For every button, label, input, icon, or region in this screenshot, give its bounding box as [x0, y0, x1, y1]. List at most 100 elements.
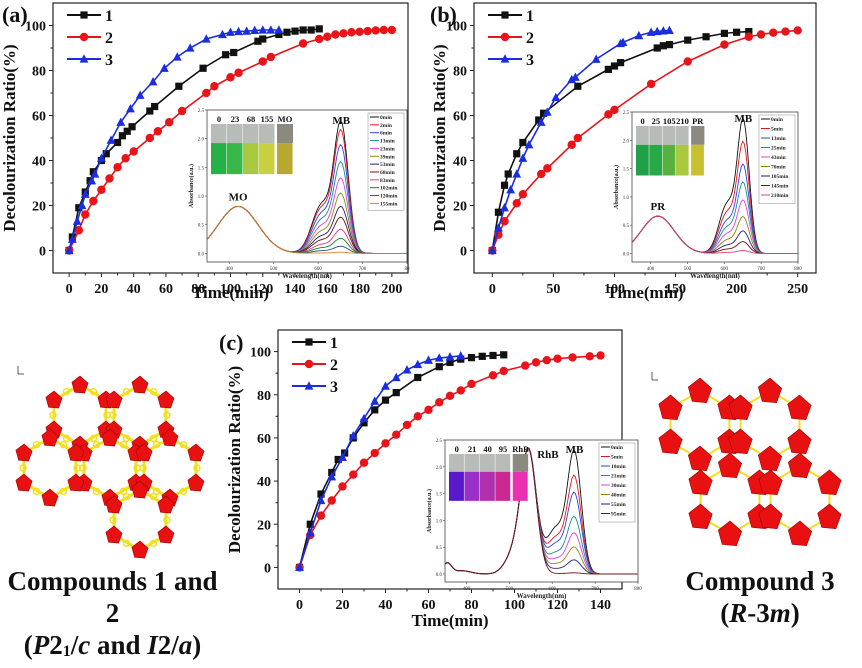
data-point [494, 223, 503, 232]
ligand-ring [122, 492, 131, 501]
panel-label: (b) [430, 2, 457, 27]
panel-label: (c) [219, 330, 243, 355]
data-point [652, 26, 662, 36]
inset-legend-label: 40min [611, 493, 626, 499]
y-tick-label: 80 [453, 65, 467, 80]
data-point [370, 396, 380, 405]
data-point [146, 107, 154, 115]
inset-legend-label: 0min [771, 117, 783, 123]
data-point [665, 41, 674, 49]
metal-polyhedron [105, 525, 123, 544]
inset-y-tick-label: 2.0 [436, 466, 443, 471]
vial-top [479, 454, 495, 472]
inset-x-tick-label: 700 [757, 267, 765, 272]
x-tick-label: 80 [465, 598, 479, 613]
legend-label: 2 [526, 30, 534, 47]
inset-y-tick-label: 2.0 [198, 138, 205, 143]
data-point [793, 26, 802, 35]
inset-x-tick-label: 400 [647, 267, 655, 272]
data-point [424, 355, 433, 364]
legend-entry-1: 1 [67, 8, 113, 25]
data-point [250, 25, 260, 35]
inset-legend-label: 13min [380, 139, 395, 145]
inset-y-tick-label: 0.0 [198, 252, 205, 257]
data-point [164, 118, 174, 127]
metal-polyhedron [161, 428, 179, 447]
x-tick-label: 80 [191, 282, 205, 297]
inset-y-tick-label: 2.5 [436, 439, 443, 444]
crystal-structure-compound-3 [651, 372, 842, 547]
data-point [567, 74, 577, 84]
data-point [445, 352, 455, 361]
data-point [370, 448, 379, 458]
vial-solution [675, 144, 689, 176]
x-tick-label: 20 [336, 598, 350, 613]
data-point [87, 175, 97, 185]
inset-x-axis-label: Wavelength(nm) [690, 272, 740, 280]
inset-x-tick-label: 800 [794, 267, 802, 272]
data-point [291, 27, 299, 35]
inset-legend-box [758, 114, 796, 204]
series-3 [487, 25, 674, 255]
data-point [135, 90, 145, 99]
vial-solution [259, 143, 275, 175]
data-point [542, 107, 552, 116]
metal-polyhedron [757, 445, 783, 472]
data-point [338, 452, 347, 461]
legend-label: 2 [105, 30, 113, 47]
vial-top [211, 124, 227, 144]
data-point [202, 88, 211, 98]
y-tick-label: 60 [257, 432, 271, 447]
inset-x-tick-label: 500 [506, 587, 514, 592]
ligand-ring [19, 464, 27, 472]
data-point [151, 102, 159, 111]
ligand-ring [149, 492, 158, 501]
metal-polyhedron [787, 520, 813, 547]
ligand-ring [163, 411, 171, 419]
inset-legend-box [367, 112, 405, 211]
data-point [363, 26, 372, 36]
data-point [512, 169, 522, 178]
legend-marker [305, 338, 313, 346]
data-point [226, 73, 235, 82]
data-point [434, 353, 444, 362]
caption-line2-spacegroup: (R-3m) [720, 598, 800, 628]
x-tick-label: 150 [665, 282, 686, 297]
inset-x-tick-label: 800 [634, 587, 642, 592]
legend-label: 3 [330, 379, 338, 396]
inset-x-tick-label: 600 [720, 267, 728, 272]
data-point [123, 127, 131, 135]
data-point [201, 34, 211, 43]
data-point [702, 33, 710, 41]
y-tick-label: 60 [453, 110, 467, 125]
y-tick-label: 100 [25, 20, 46, 35]
vial-top [259, 124, 275, 144]
ligand-ring [92, 440, 101, 449]
data-point [591, 54, 601, 63]
data-point [402, 420, 412, 430]
x-tick-label: 180 [349, 282, 370, 297]
series-3 [64, 25, 284, 255]
data-point [542, 356, 551, 365]
data-point [616, 59, 625, 67]
data-point [573, 133, 583, 143]
vial-label: 210 [676, 116, 689, 126]
data-point [744, 32, 754, 41]
vial-solution [479, 471, 495, 501]
data-point [266, 25, 276, 34]
data-point [543, 164, 552, 173]
legend-entry-3: 3 [488, 52, 534, 69]
inset-legend-label: 68min [380, 170, 395, 176]
vial-solution [495, 471, 511, 501]
inset-x-axis-label: Wavelength(nm) [517, 592, 567, 600]
ligand-ring [109, 516, 117, 524]
metal-polyhedron [41, 488, 59, 507]
inset-legend-label: 95min [611, 512, 626, 518]
metal-polyhedron [728, 394, 753, 421]
data-point [222, 51, 230, 59]
legend-marker [79, 32, 89, 42]
ligand-ring [122, 387, 131, 396]
data-point [402, 365, 412, 374]
vial-label: 0 [455, 444, 459, 454]
